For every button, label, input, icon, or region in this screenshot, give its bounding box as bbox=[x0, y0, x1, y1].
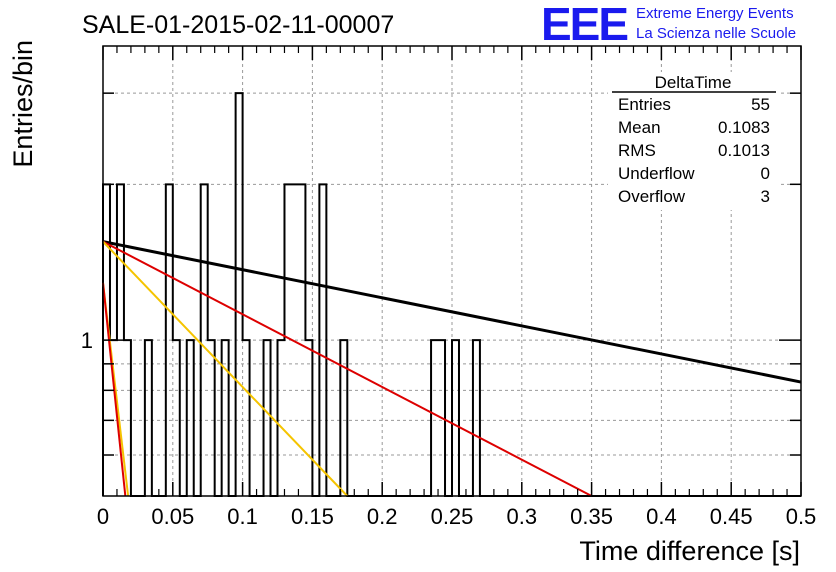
x-tick-label: 0.1 bbox=[227, 504, 258, 529]
eee-logo-mark: EEE bbox=[541, 0, 627, 50]
y-axis-label: Entries/bin bbox=[8, 40, 38, 168]
x-tick-label: 0.4 bbox=[646, 504, 677, 529]
histogram-bin bbox=[236, 93, 243, 496]
fit-curves bbox=[102, 240, 802, 497]
stats-label: Entries bbox=[618, 95, 671, 114]
stats-box-background bbox=[608, 72, 778, 210]
x-tick-label: 0.5 bbox=[786, 504, 817, 529]
stats-label: Mean bbox=[618, 118, 661, 137]
x-tick-label: 0.35 bbox=[570, 504, 613, 529]
x-tick-label: 0.45 bbox=[710, 504, 753, 529]
y-tick-labels: 1 bbox=[81, 328, 93, 353]
stats-box-title: DeltaTime bbox=[655, 73, 732, 92]
x-tick-label: 0.05 bbox=[151, 504, 194, 529]
fit-curve bbox=[102, 240, 593, 497]
eee-logo: EEE Extreme Energy Events La Scienza nel… bbox=[541, 0, 796, 50]
fit-curve bbox=[102, 282, 127, 497]
stats-value: 3 bbox=[761, 187, 770, 206]
x-tick-label: 0.25 bbox=[431, 504, 474, 529]
stats-box: DeltaTime Entries 55 Mean 0.1083 RMS 0.1013 Un… bbox=[608, 72, 778, 210]
chart-title: SALE-01-2015-02-11-00007 bbox=[82, 11, 394, 39]
axis-ticks bbox=[102, 46, 802, 496]
stats-value: 0.1013 bbox=[718, 141, 770, 160]
stats-label: Overflow bbox=[618, 187, 686, 206]
x-tick-label: 0.3 bbox=[507, 504, 538, 529]
x-tick-label: 0.2 bbox=[367, 504, 398, 529]
eee-logo-line2: La Scienza nelle Scuole bbox=[636, 25, 796, 42]
fit-curve bbox=[102, 240, 802, 384]
stats-value: 0 bbox=[761, 164, 770, 183]
x-tick-labels: 0 0.05 0.1 0.15 0.2 0.25 0.3 0.35 0.4 0.45 0.5 bbox=[97, 504, 816, 529]
stats-rows: Entries 55 Mean 0.1083 RMS 0.1013 Underflow 0 Ov… bbox=[618, 95, 770, 206]
x-axis-label: Time difference [s] bbox=[579, 536, 800, 566]
stats-value: 55 bbox=[751, 95, 770, 114]
stats-label: RMS bbox=[618, 141, 656, 160]
fit-curve bbox=[102, 240, 349, 497]
y-tick-label: 1 bbox=[81, 328, 93, 353]
x-tick-label: 0.15 bbox=[291, 504, 334, 529]
x-tick-label: 0 bbox=[97, 504, 109, 529]
stats-label: Underflow bbox=[618, 164, 695, 183]
eee-logo-line1: Extreme Energy Events bbox=[636, 5, 794, 22]
stats-value: 0.1083 bbox=[718, 118, 770, 137]
